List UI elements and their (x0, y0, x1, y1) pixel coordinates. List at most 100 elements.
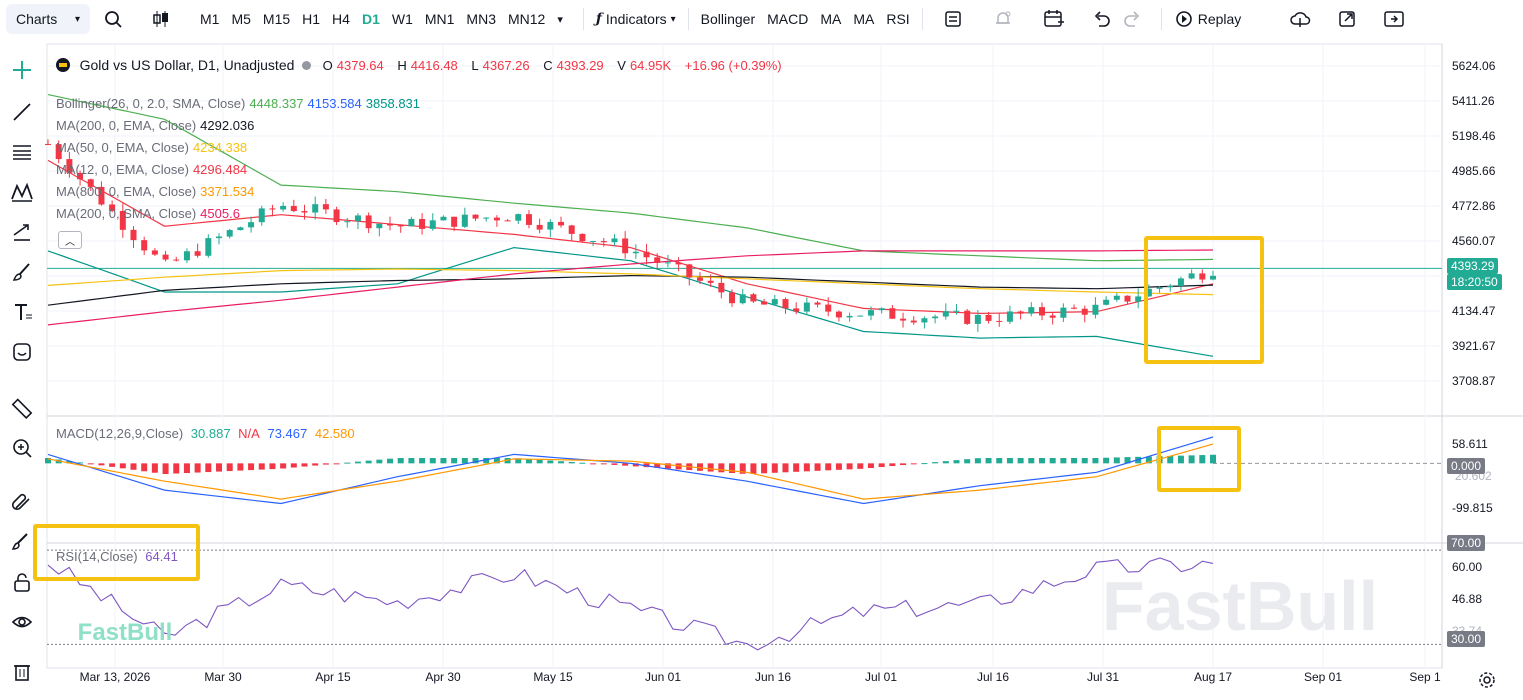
indicators-button[interactable]: ƒ Indicators ▾ (590, 4, 682, 34)
brush-icon[interactable] (6, 256, 38, 288)
watermark: FastBull (1102, 567, 1378, 645)
rsi-label: RSI(14,Close) (56, 549, 138, 564)
candle-body (55, 144, 62, 160)
indicator-legend-row[interactable]: MA(12, 0, EMA, Close) 4296.484 (56, 162, 251, 177)
macd-histogram-bar (45, 457, 51, 464)
candle-body (686, 264, 693, 278)
timeframe-d1[interactable]: D1 (361, 11, 380, 27)
alert-icon[interactable] (987, 4, 1019, 34)
zoom-in-icon[interactable] (6, 432, 38, 464)
text-tool-icon[interactable] (6, 296, 38, 328)
macd-histogram-bar (408, 457, 415, 464)
candle-body (408, 218, 415, 227)
candle-body (387, 223, 394, 226)
macd-histogram-bar (483, 457, 490, 464)
candle-body (857, 315, 864, 317)
candle-body (1135, 296, 1142, 302)
macd-histogram-bar (119, 463, 126, 469)
candle-body (109, 204, 116, 211)
candle-body (440, 216, 447, 221)
settings-gear-icon[interactable] (1478, 671, 1496, 694)
time-axis-label: Jul 01 (864, 670, 898, 684)
trend-line-icon[interactable] (6, 96, 38, 128)
quick-indicator-bollinger[interactable]: Bollinger (700, 11, 756, 27)
magnet-icon[interactable] (6, 486, 38, 518)
ma200-ema-line (47, 274, 1214, 306)
templates-icon[interactable] (937, 4, 969, 34)
market-status-dot (302, 61, 312, 70)
projection-icon[interactable] (6, 216, 38, 248)
candle-body (1060, 307, 1067, 318)
candle-body (974, 314, 981, 324)
candle-body (536, 224, 543, 230)
pattern-icon[interactable] (6, 176, 38, 208)
candle-body (162, 254, 169, 260)
volume-label: V (617, 58, 626, 73)
ruler-icon[interactable] (6, 392, 38, 424)
candle-body (1092, 304, 1099, 315)
redo-icon[interactable] (1117, 4, 1147, 34)
candlestick-type-icon[interactable] (146, 4, 176, 34)
indicator-value: 4448.337 (249, 96, 304, 111)
indicator-legend-row[interactable]: MA(800, 0, EMA, Close) 3371.534 (56, 184, 258, 199)
candle-body (1081, 308, 1088, 315)
indicator-legend-row[interactable]: MA(200, 0, SMA, Close) 4505.6 (56, 206, 244, 221)
fullscreen-exit-icon[interactable] (1377, 4, 1411, 34)
indicator-legend-row[interactable]: MA(50, 0, EMA, Close) 4234.338 (56, 140, 251, 155)
quick-indicator-ma[interactable]: MA (820, 11, 842, 27)
candle-body (354, 215, 361, 222)
charts-label: Charts (16, 11, 58, 27)
replay-button[interactable]: Replay (1168, 4, 1248, 34)
quick-indicator-macd[interactable]: MACD (767, 11, 809, 27)
macd-histogram-bar (472, 457, 479, 464)
undo-icon[interactable] (1087, 4, 1117, 34)
symbol-title: Gold vs US Dollar, D1, Unadjusted (79, 57, 295, 73)
candle-body (718, 282, 725, 293)
candle-body (269, 208, 276, 210)
search-icon[interactable] (98, 4, 128, 34)
candle-body (1188, 273, 1195, 279)
indicator-value: 4296.484 (192, 162, 248, 177)
timeframe-m1[interactable]: M1 (200, 11, 220, 27)
time-axis-label: May 15 (533, 670, 573, 684)
timeframe-mn1[interactable]: MN1 (424, 11, 455, 27)
indicator-legend-row[interactable]: Bollinger(26, 0, 2.0, SMA, Close) 4448.33… (56, 96, 424, 111)
candle-body (397, 225, 404, 227)
volume-value: 64.95K (629, 58, 672, 73)
highlight-box-price (1144, 236, 1264, 364)
indicator-legend-row[interactable]: MA(200, 0, EMA, Close) 4292.036 (56, 118, 258, 133)
macd-histogram-bar (707, 463, 714, 472)
timeframe-w1[interactable]: W1 (391, 11, 413, 27)
quick-indicator-rsi[interactable]: RSI (886, 11, 910, 27)
indicator-label: MA(800, 0, EMA, Close) (56, 184, 197, 199)
horizontal-lines-icon[interactable] (6, 136, 38, 168)
timeframe-mn3[interactable]: MN3 (466, 11, 496, 27)
calendar-icon[interactable] (1037, 4, 1071, 34)
eye-icon[interactable] (6, 606, 38, 638)
macd-histogram-bar (921, 463, 928, 465)
timeframe-m15[interactable]: M15 (262, 11, 291, 27)
lock-icon[interactable] (6, 566, 38, 598)
timeframe-mn12[interactable]: MN12 (507, 11, 546, 27)
macd-histogram-bar (1060, 457, 1067, 464)
candle-body (707, 280, 714, 283)
emoji-icon[interactable] (6, 336, 38, 368)
candle-body (942, 311, 949, 317)
trash-icon[interactable] (6, 656, 38, 688)
cloud-save-icon[interactable] (1283, 4, 1317, 34)
share-icon[interactable] (1331, 4, 1363, 34)
collapse-legend-button[interactable]: ︿ (58, 231, 82, 249)
candle-body (429, 220, 436, 229)
indicator-value: 4292.036 (200, 118, 255, 133)
timeframe-more-chevron-icon[interactable]: ▾ (557, 13, 563, 26)
candle-body (654, 257, 661, 263)
quick-indicator-ma-2[interactable]: MA (853, 11, 875, 27)
charts-dropdown[interactable]: Charts ▾ (6, 4, 90, 34)
timeframe-m5[interactable]: M5 (231, 11, 251, 27)
stay-drawing-icon[interactable] (6, 526, 38, 558)
crosshair-icon[interactable] (6, 54, 38, 86)
timeframe-h1[interactable]: H1 (302, 11, 321, 27)
candle-body (1017, 311, 1024, 314)
timeframe-h4[interactable]: H4 (332, 11, 350, 27)
